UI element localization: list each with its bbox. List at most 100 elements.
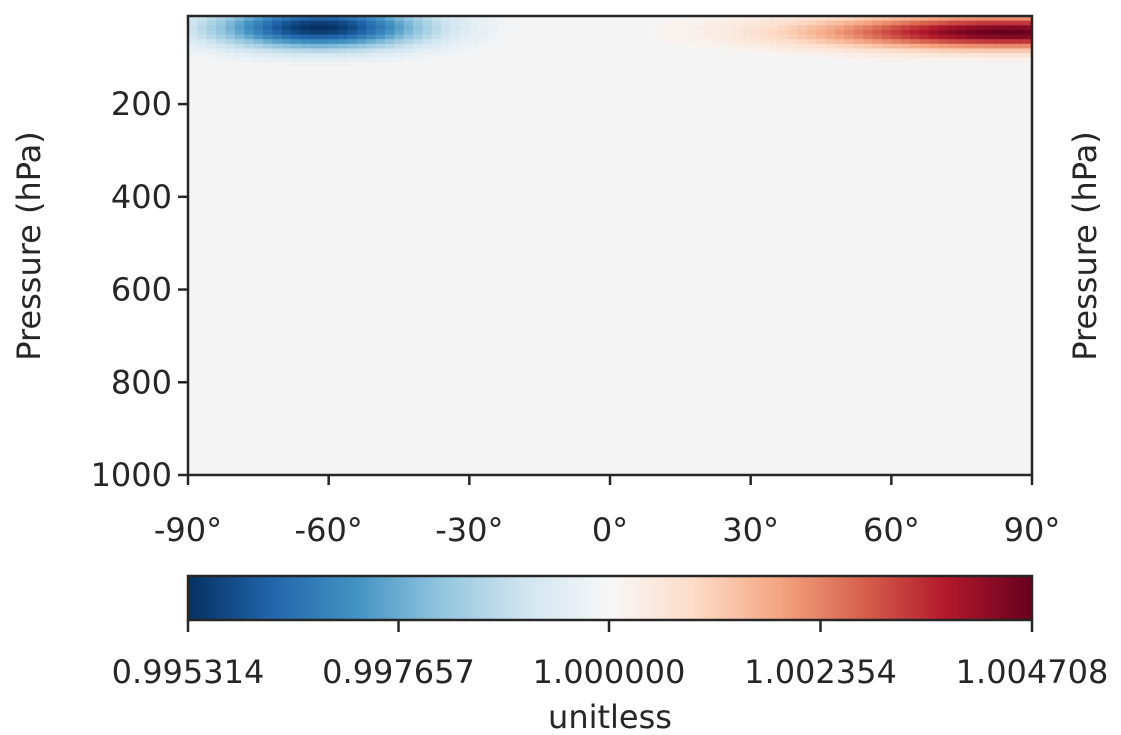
heatmap-cell bbox=[272, 243, 283, 249]
heatmap-cell bbox=[450, 43, 461, 50]
heatmap-cell bbox=[685, 76, 695, 82]
heatmap-cell bbox=[619, 67, 630, 73]
heatmap-cell bbox=[338, 29, 349, 36]
heatmap-cell bbox=[853, 76, 864, 82]
heatmap-cell bbox=[910, 57, 921, 63]
heatmap-cell bbox=[844, 20, 855, 26]
heatmap-cell bbox=[628, 243, 639, 249]
heatmap-cell bbox=[703, 104, 714, 110]
heatmap-cell bbox=[403, 20, 414, 26]
heatmap-cell bbox=[685, 67, 695, 73]
heatmap-cell bbox=[291, 104, 302, 110]
heatmap-cell bbox=[900, 164, 911, 170]
heatmap-cell bbox=[422, 127, 433, 133]
heatmap-cell bbox=[797, 173, 808, 179]
heatmap-cell bbox=[741, 122, 752, 128]
heatmap-cell bbox=[338, 210, 349, 216]
heatmap-cell bbox=[891, 90, 902, 96]
heatmap-cell bbox=[844, 67, 855, 73]
heatmap-cell bbox=[319, 90, 330, 96]
heatmap-cell bbox=[910, 34, 921, 40]
heatmap-cell bbox=[525, 224, 536, 230]
heatmap-cell bbox=[319, 43, 330, 50]
heatmap-cell bbox=[197, 206, 208, 212]
heatmap-cell bbox=[525, 141, 536, 147]
heatmap-cell bbox=[563, 25, 574, 31]
heatmap-cell bbox=[309, 20, 320, 26]
heatmap-cell bbox=[563, 16, 574, 22]
heatmap-cell bbox=[600, 127, 611, 133]
heatmap-cell bbox=[338, 80, 349, 87]
heatmap-cell bbox=[619, 34, 630, 40]
heatmap-cell bbox=[263, 233, 273, 240]
heatmap-cell bbox=[750, 150, 761, 156]
heatmap-cell bbox=[722, 238, 733, 244]
heatmap-cell bbox=[366, 261, 377, 267]
heatmap-cell bbox=[366, 48, 377, 54]
heatmap-cell bbox=[309, 67, 320, 73]
heatmap-cell bbox=[806, 145, 817, 152]
heatmap-cell bbox=[788, 145, 799, 152]
heatmap-cell bbox=[234, 57, 245, 63]
heatmap-cell bbox=[975, 16, 986, 22]
heatmap-cell bbox=[347, 16, 358, 22]
heatmap-cell bbox=[328, 252, 339, 258]
heatmap-cell bbox=[1022, 94, 1032, 101]
heatmap-cell bbox=[975, 25, 986, 31]
heatmap-cell bbox=[197, 247, 208, 254]
heatmap-cell bbox=[572, 131, 583, 138]
heatmap-cell bbox=[722, 127, 733, 133]
heatmap-cell bbox=[263, 215, 273, 221]
heatmap-cell bbox=[863, 141, 874, 147]
heatmap-cell bbox=[703, 141, 714, 147]
heatmap-cell bbox=[206, 196, 217, 203]
heatmap-cell bbox=[309, 48, 320, 54]
heatmap-cell bbox=[666, 187, 677, 193]
heatmap-cell bbox=[647, 34, 658, 40]
heatmap-cell bbox=[910, 187, 921, 193]
heatmap-cell bbox=[656, 29, 667, 36]
heatmap-cell bbox=[281, 62, 292, 68]
heatmap-cell bbox=[525, 229, 536, 235]
heatmap-cell bbox=[300, 261, 311, 267]
heatmap-cell bbox=[459, 85, 470, 91]
heatmap-cell bbox=[253, 76, 264, 82]
heatmap-cell bbox=[666, 39, 677, 45]
heatmap-cell bbox=[328, 62, 339, 68]
heatmap-cell bbox=[703, 34, 714, 40]
heatmap-cell bbox=[413, 43, 424, 50]
heatmap-cell bbox=[910, 252, 921, 258]
heatmap-cell bbox=[375, 229, 386, 235]
heatmap-cell bbox=[853, 201, 864, 207]
heatmap-cell bbox=[1003, 48, 1014, 54]
heatmap-cell bbox=[881, 90, 892, 96]
heatmap-cell bbox=[525, 159, 536, 165]
heatmap-cell bbox=[328, 196, 339, 203]
heatmap-cell bbox=[544, 141, 555, 147]
heatmap-cell bbox=[394, 206, 405, 212]
heatmap-cell bbox=[234, 220, 245, 226]
heatmap-cell bbox=[1013, 136, 1024, 142]
heatmap-cell bbox=[206, 67, 217, 73]
heatmap-cell bbox=[825, 261, 836, 267]
heatmap-cell bbox=[675, 257, 686, 263]
heatmap-cell bbox=[863, 238, 874, 244]
heatmap-cell bbox=[769, 39, 780, 45]
heatmap-cell bbox=[544, 215, 555, 221]
heatmap-cell bbox=[563, 173, 574, 179]
heatmap-cell bbox=[459, 48, 470, 54]
heatmap-cell bbox=[188, 247, 198, 254]
heatmap-cell bbox=[488, 127, 499, 133]
heatmap-cell bbox=[441, 118, 452, 124]
heatmap-cell bbox=[694, 127, 705, 133]
heatmap-cell bbox=[872, 173, 883, 179]
heatmap-cell bbox=[450, 243, 461, 249]
heatmap-cell bbox=[553, 150, 564, 156]
heatmap-cell bbox=[272, 113, 283, 119]
heatmap-cell bbox=[722, 266, 733, 272]
heatmap-cell bbox=[835, 196, 846, 203]
heatmap-cell bbox=[985, 155, 996, 161]
heatmap-cell bbox=[788, 187, 799, 193]
heatmap-cell bbox=[263, 57, 273, 63]
heatmap-cell bbox=[281, 113, 292, 119]
